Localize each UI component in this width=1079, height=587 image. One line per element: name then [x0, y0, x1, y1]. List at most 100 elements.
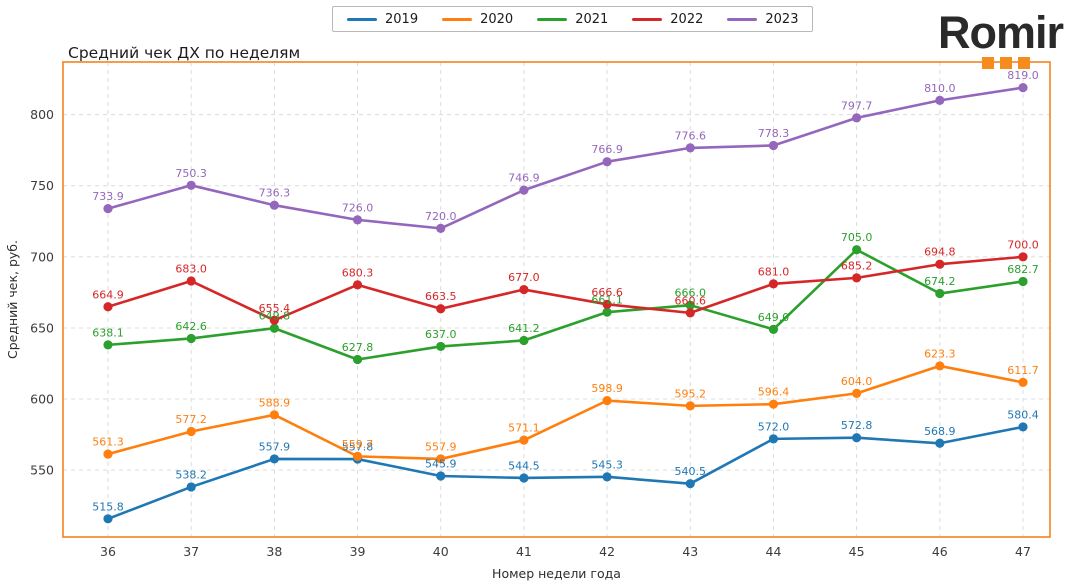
data-point-label: 596.4: [758, 386, 790, 399]
data-point: [269, 454, 279, 464]
data-point: [852, 113, 862, 123]
data-point-label: 557.9: [425, 440, 457, 453]
x-axis-tick-label: 47: [1015, 544, 1031, 559]
data-point-label: 694.8: [924, 246, 956, 259]
data-point: [186, 180, 196, 190]
data-point: [685, 479, 695, 489]
data-point-label: 515.8: [92, 500, 124, 513]
data-point: [935, 95, 945, 105]
data-point: [519, 185, 529, 195]
data-point-label: 572.0: [758, 420, 790, 433]
legend-line-swatch: [727, 17, 758, 21]
data-point: [602, 307, 612, 317]
data-point-label: 766.9: [591, 143, 623, 156]
data-point-label: 561.3: [92, 436, 124, 449]
x-axis-tick-label: 39: [350, 544, 366, 559]
series-line-2019: [106, 425, 1025, 521]
plot-border: [62, 61, 1051, 538]
data-point-label: 595.2: [675, 387, 707, 400]
data-point-label: 683.0: [175, 263, 207, 276]
legend-line-swatch: [442, 17, 473, 21]
legend-label: 2022: [670, 11, 704, 27]
data-point-label: 580.4: [1007, 408, 1039, 421]
data-point: [768, 434, 779, 444]
data-point: [852, 433, 862, 443]
data-point: [1018, 422, 1028, 432]
data-point: [436, 454, 446, 464]
data-point: [519, 473, 529, 483]
data-point: [436, 341, 446, 352]
data-point: [352, 451, 363, 461]
chart-title: Средний чек ДХ по неделям: [68, 44, 301, 62]
legend-item-2019: 2019: [347, 13, 418, 26]
x-axis-tick-label: 45: [849, 544, 865, 559]
data-point: [269, 200, 279, 210]
data-point-label: 810.0: [924, 82, 956, 95]
legend-line-swatch: [632, 17, 663, 21]
data-point: [935, 361, 945, 371]
data-point: [602, 472, 612, 482]
data-point: [186, 482, 196, 492]
romir-logo: Romir: [938, 10, 1064, 69]
data-point: [103, 302, 113, 312]
x-axis-tick-label: 44: [766, 544, 782, 559]
data-point-label: 736.3: [259, 187, 291, 200]
series-line-2020: [106, 364, 1025, 461]
legend-item-2020: 2020: [442, 13, 513, 26]
data-point-label: 682.7: [1007, 263, 1039, 276]
data-point: [103, 514, 113, 524]
data-point-label: 663.5: [425, 290, 457, 303]
data-point: [768, 279, 779, 289]
data-point: [269, 323, 279, 333]
data-point: [186, 426, 196, 437]
data-point: [852, 245, 862, 255]
y-axis-tick-label: 550: [30, 463, 54, 478]
data-point-label: 649.0: [758, 311, 790, 324]
data-point: [519, 435, 529, 445]
data-point-label: 778.3: [758, 127, 790, 140]
data-point: [352, 215, 363, 225]
data-point-label: 559.7: [342, 438, 374, 451]
data-point-label: 720.0: [425, 210, 457, 223]
data-point-label: 598.9: [591, 382, 623, 395]
data-point: [103, 449, 113, 459]
data-point-label: 540.5: [675, 465, 707, 478]
data-point-label: 655.4: [259, 302, 291, 315]
data-point: [103, 204, 113, 214]
data-point: [186, 333, 196, 344]
data-point-label: 733.9: [92, 190, 124, 203]
data-point-label: 572.8: [841, 419, 873, 432]
logo-square-icon: [982, 56, 994, 69]
data-point-label: 641.2: [508, 322, 540, 335]
data-point: [436, 304, 446, 314]
legend-label: 2021: [575, 11, 609, 27]
x-axis-tick-label: 37: [183, 544, 199, 559]
data-point-label: 649.8: [259, 310, 291, 323]
x-axis-tick-label: 42: [599, 544, 615, 559]
data-point-label: 611.7: [1007, 364, 1039, 377]
data-point-label: 797.7: [841, 99, 873, 112]
logo-square-icon: [1000, 56, 1012, 69]
y-axis-tick-label: 750: [30, 178, 54, 193]
data-point: [685, 401, 695, 411]
data-point-label: 674.2: [924, 275, 956, 288]
legend-item-2023: 2023: [727, 13, 798, 26]
y-axis-title: Средний чек, руб.: [5, 240, 20, 359]
data-point: [519, 284, 529, 295]
data-point: [352, 354, 363, 365]
chart-legend: 2019 2020 2021 2022 2023: [332, 6, 814, 32]
data-point: [1018, 252, 1028, 262]
data-point-label: 680.3: [342, 266, 374, 279]
y-axis-tick-label: 700: [30, 249, 54, 264]
data-point-label: 700.0: [1007, 238, 1039, 251]
x-axis-title: Номер недели года: [492, 566, 621, 581]
data-point-label: 664.9: [92, 288, 124, 301]
legend-item-2022: 2022: [632, 13, 703, 26]
data-point: [935, 288, 945, 299]
data-point-label: 705.0: [841, 231, 873, 244]
data-point-label: 685.2: [841, 259, 873, 272]
data-point: [269, 410, 279, 420]
legend-line-swatch: [537, 17, 568, 21]
legend-label: 2020: [480, 11, 514, 27]
